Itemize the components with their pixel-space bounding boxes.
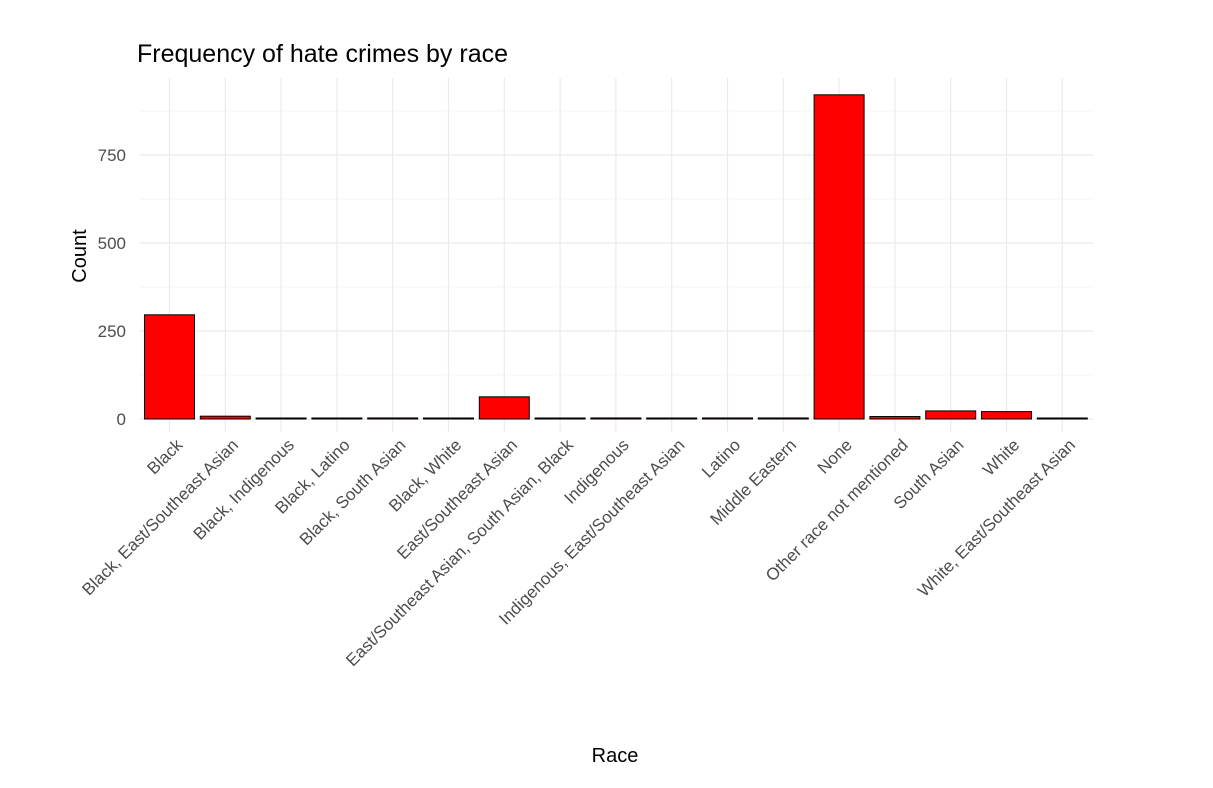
- x-tick-label: None: [814, 435, 856, 477]
- bar: [534, 417, 586, 420]
- bar: [255, 417, 307, 420]
- bar: [367, 417, 419, 420]
- bar: [981, 411, 1032, 420]
- bar: [478, 396, 530, 420]
- bar: [869, 416, 921, 420]
- bar: [925, 410, 977, 420]
- y-tick-label: 0: [117, 410, 126, 429]
- y-tick-label: 750: [98, 146, 126, 165]
- grid-layer: [140, 78, 1094, 432]
- bar: [702, 417, 753, 420]
- x-tick-label: Black, Indigenous: [190, 435, 298, 543]
- bar: [423, 417, 474, 420]
- x-tick-label: Latino: [698, 435, 744, 481]
- bar: [199, 415, 251, 420]
- bar: [1036, 417, 1088, 420]
- bar: [590, 417, 642, 420]
- y-tick-label: 500: [98, 234, 126, 253]
- bar: [757, 417, 809, 420]
- bars-layer: [144, 94, 1088, 420]
- bar: [144, 314, 195, 420]
- bar: [813, 94, 865, 420]
- bar: [646, 417, 698, 420]
- y-axis-title: Count: [69, 229, 91, 283]
- chart-title: Frequency of hate crimes by race: [137, 40, 508, 68]
- y-tick-label: 250: [98, 322, 126, 341]
- x-tick-label: Black: [143, 435, 186, 478]
- x-tick-label: Black, South Asian: [296, 435, 410, 549]
- x-axis-title: Race: [592, 745, 639, 767]
- bar: [311, 417, 363, 420]
- x-tick-label: White: [979, 435, 1023, 479]
- y-axis-ticks: 0 250 500 750: [98, 146, 126, 429]
